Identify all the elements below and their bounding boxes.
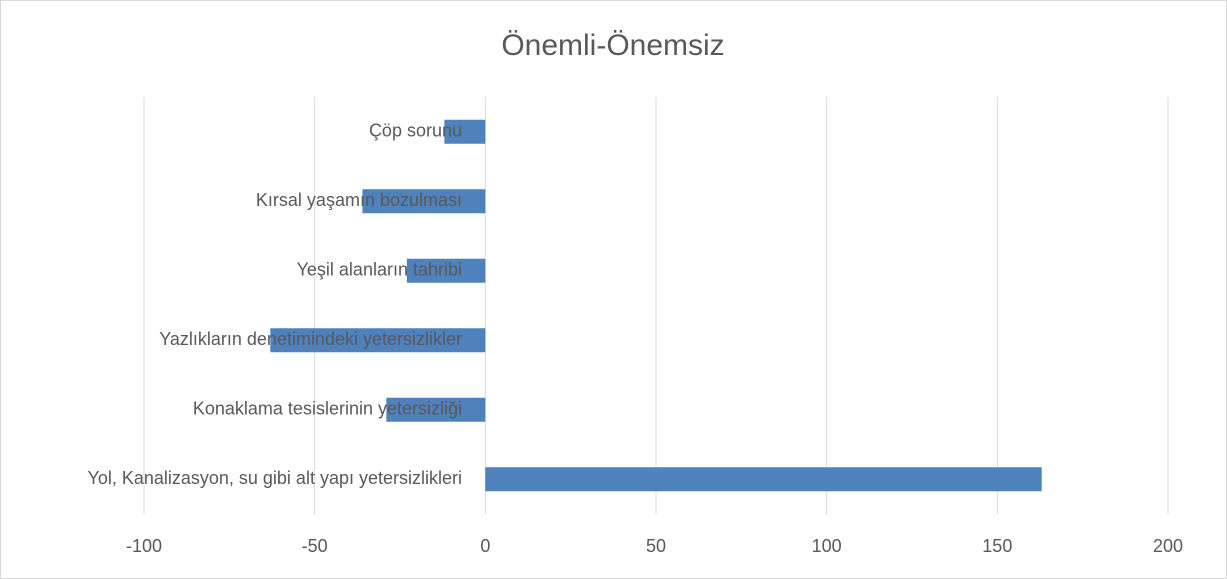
category-label: Çöp sorunu	[369, 121, 462, 141]
category-label: Yazlıkların denetimindeki yetersizlikler	[159, 329, 462, 349]
bar	[444, 119, 486, 144]
bar	[406, 258, 486, 283]
category-label: Yol, Kanalizasyon, su gibi alt yapı yete…	[87, 468, 462, 488]
x-tick-label: -50	[302, 536, 328, 556]
x-tick-label: 150	[982, 536, 1012, 556]
chart-title: Önemli-Önemsiz	[501, 29, 724, 62]
x-tick-label: 50	[646, 536, 666, 556]
bar	[386, 397, 486, 422]
x-tick-label: 200	[1153, 536, 1183, 556]
category-label: Kırsal yaşamın bozulması	[256, 190, 462, 210]
x-tick-label: 100	[812, 536, 842, 556]
bar	[485, 467, 1042, 492]
category-label: Konaklama tesislerinin yetersizliği	[193, 399, 462, 419]
x-tick-label: -100	[126, 536, 162, 556]
bar	[270, 328, 486, 353]
x-tick-label: 0	[480, 536, 490, 556]
bar	[362, 189, 486, 214]
category-label: Yeşil alanların tahribi	[297, 260, 462, 280]
